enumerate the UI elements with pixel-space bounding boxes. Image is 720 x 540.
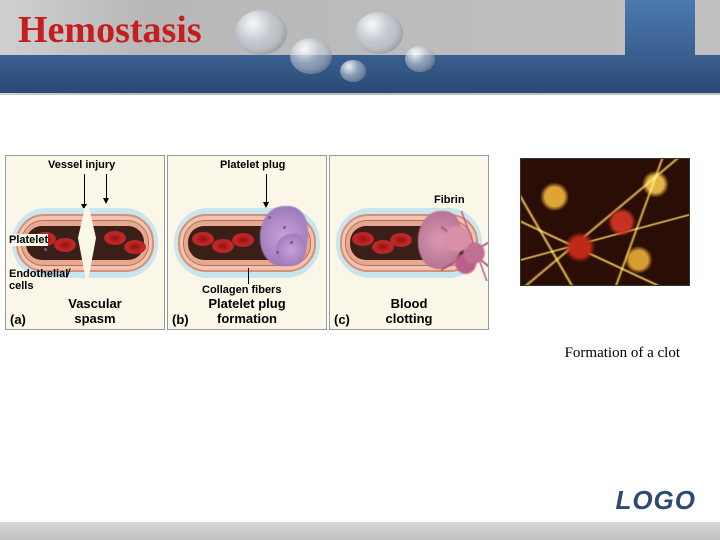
red-blood-cell <box>352 232 374 246</box>
label-platelet-plug: Platelet plug <box>220 159 285 171</box>
water-drop-decoration <box>340 60 366 82</box>
water-drop-decoration <box>290 38 332 74</box>
platelet-plug <box>276 234 306 266</box>
platelet-dot <box>44 248 47 251</box>
label-vessel-injury: Vessel injury <box>48 159 115 171</box>
platelet-dot <box>290 241 293 244</box>
platelet-dot <box>268 216 271 219</box>
header-accent-block <box>625 0 695 55</box>
panel-a: Vessel injury Platelet Endothelialcells … <box>5 155 165 330</box>
leader-line <box>248 268 249 284</box>
panel-b: Platelet plug Collagen fibers (b) Platel… <box>167 155 327 330</box>
red-blood-cell <box>232 233 254 247</box>
red-blood-cell <box>104 231 126 245</box>
leader-line <box>266 174 267 204</box>
micrograph-caption: Formation of a clot <box>565 345 680 362</box>
diagram-panels: Vessel injury Platelet Endothelialcells … <box>5 155 489 330</box>
red-blood-cell <box>54 238 76 252</box>
clot-micrograph <box>520 158 690 286</box>
red-blood-cell <box>212 239 234 253</box>
panel-caption: Bloodclotting <box>330 297 488 326</box>
leader-line <box>106 174 107 200</box>
panel-caption: Vascularspasm <box>6 297 164 326</box>
label-platelet: Platelet <box>9 234 48 246</box>
red-blood-cell <box>124 240 146 254</box>
label-collagen: Collagen fibers <box>202 284 281 296</box>
red-blood-cell <box>390 233 412 247</box>
panel-c: Fibrin (c) Bloodclotting <box>329 155 489 330</box>
slide-title: Hemostasis <box>18 8 202 52</box>
platelet-dot <box>276 251 279 254</box>
water-drop-decoration <box>405 46 435 72</box>
platelet-dot <box>283 226 286 229</box>
label-fibrin: Fibrin <box>434 194 465 206</box>
red-blood-cell <box>192 232 214 246</box>
panel-caption: Platelet plugformation <box>168 297 326 326</box>
label-endothelial: Endothelialcells <box>9 269 68 292</box>
leader-line <box>84 174 85 206</box>
footer-bar <box>0 522 720 540</box>
arrow-tip-icon <box>103 198 109 204</box>
fibrin-mesh <box>441 211 489 281</box>
water-drop-decoration <box>355 12 403 54</box>
logo-placeholder: LOGO <box>615 485 696 516</box>
water-drop-decoration <box>235 10 287 55</box>
